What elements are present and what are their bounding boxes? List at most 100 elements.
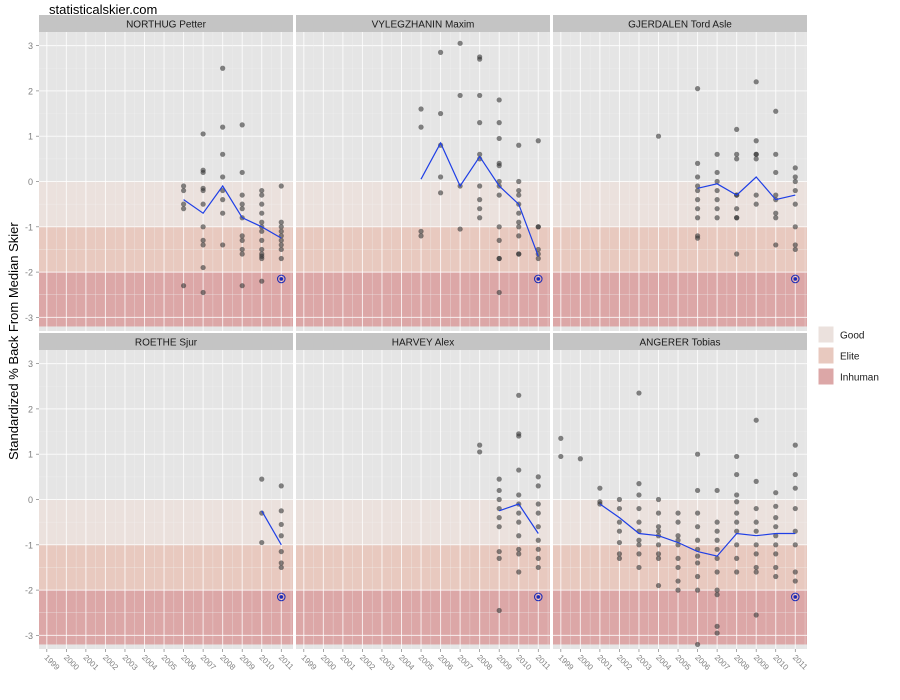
data-point [496, 120, 502, 126]
data-point [278, 242, 284, 248]
x-tick-label: 2011 [534, 653, 553, 672]
data-point [535, 246, 541, 253]
data-point [773, 503, 779, 509]
band-inhuman [39, 590, 293, 645]
data-point [278, 183, 284, 189]
data-point [496, 476, 502, 482]
data-point [616, 555, 623, 561]
data-point [457, 92, 463, 99]
data-point [477, 120, 483, 126]
data-point [239, 251, 245, 257]
data-point [239, 237, 245, 243]
data-point [714, 206, 720, 212]
data-point [773, 169, 779, 176]
data-point [616, 505, 623, 512]
data-point [477, 215, 483, 221]
panel: VYLEGZHANIN Maxim [296, 15, 550, 331]
x-tick-label: 2000 [319, 653, 338, 672]
panel: GJERDALEN Tord Asle [553, 15, 807, 331]
legend-swatch-inhuman [817, 367, 835, 386]
data-point [278, 483, 284, 489]
data-point [278, 548, 284, 555]
data-point [239, 206, 245, 212]
data-point [694, 537, 701, 543]
data-point [714, 169, 720, 176]
panel-title: ANGERER Tobias [640, 338, 721, 349]
data-point [558, 435, 564, 441]
data-point [535, 501, 541, 507]
data-point [675, 519, 681, 525]
data-point [714, 592, 720, 598]
data-point [753, 528, 759, 534]
data-point [675, 587, 681, 593]
data-point [496, 607, 502, 614]
data-point [655, 542, 662, 548]
data-point [535, 555, 541, 561]
data-point [200, 131, 206, 137]
data-point [734, 542, 740, 548]
data-point [259, 278, 265, 284]
x-tick-label: 2000 [62, 653, 81, 672]
data-point [655, 510, 662, 516]
panel-title: NORTHUG Petter [126, 20, 206, 31]
data-point [200, 187, 206, 194]
data-point [714, 151, 720, 157]
x-tick-label: 2008 [218, 653, 237, 672]
data-point [773, 490, 779, 496]
x-tick-label: 2010 [771, 653, 790, 672]
target-marker-dot [793, 595, 798, 599]
data-point [694, 197, 701, 203]
data-point [180, 283, 187, 289]
data-point [418, 228, 424, 234]
band-inhuman [296, 272, 550, 327]
data-point [516, 192, 522, 198]
data-point [753, 151, 759, 157]
x-tick-label: 2001 [338, 653, 357, 672]
y-tick-label: 0 [28, 177, 33, 187]
x-tick-label: 2005 [160, 653, 179, 672]
data-point [239, 169, 245, 176]
data-point [714, 546, 720, 552]
data-point [516, 510, 522, 516]
data-point [714, 178, 720, 185]
data-point [636, 505, 642, 512]
data-point [792, 542, 798, 548]
x-tick-label: 2003 [378, 653, 397, 672]
data-point [516, 569, 522, 575]
data-point [496, 224, 502, 230]
data-point [516, 533, 522, 539]
data-point [259, 510, 265, 516]
data-point [616, 551, 623, 557]
data-point [477, 183, 483, 189]
data-point [496, 255, 502, 262]
data-point [636, 564, 642, 571]
data-point [694, 187, 701, 194]
data-point [220, 197, 226, 203]
data-point [675, 555, 681, 561]
data-point [278, 224, 284, 230]
data-point [675, 533, 681, 539]
data-point [259, 187, 265, 194]
data-point [773, 564, 779, 571]
x-tick-label: 2005 [674, 653, 693, 672]
data-point [437, 174, 444, 180]
x-tick-label: 1999 [556, 653, 575, 672]
data-point [437, 110, 444, 117]
data-point [496, 237, 502, 243]
data-point [675, 578, 681, 584]
data-point [220, 151, 226, 157]
data-point [516, 519, 522, 525]
data-point [694, 510, 701, 516]
data-point [753, 505, 759, 512]
data-point [516, 467, 522, 473]
data-point [278, 228, 284, 234]
data-point [516, 392, 522, 398]
data-point [675, 510, 681, 516]
data-point [616, 496, 623, 503]
data-point [694, 553, 701, 559]
data-point [714, 569, 720, 575]
data-point [714, 487, 720, 494]
data-point [516, 546, 522, 552]
y-tick-label: -2 [25, 586, 33, 596]
data-point [558, 453, 564, 460]
